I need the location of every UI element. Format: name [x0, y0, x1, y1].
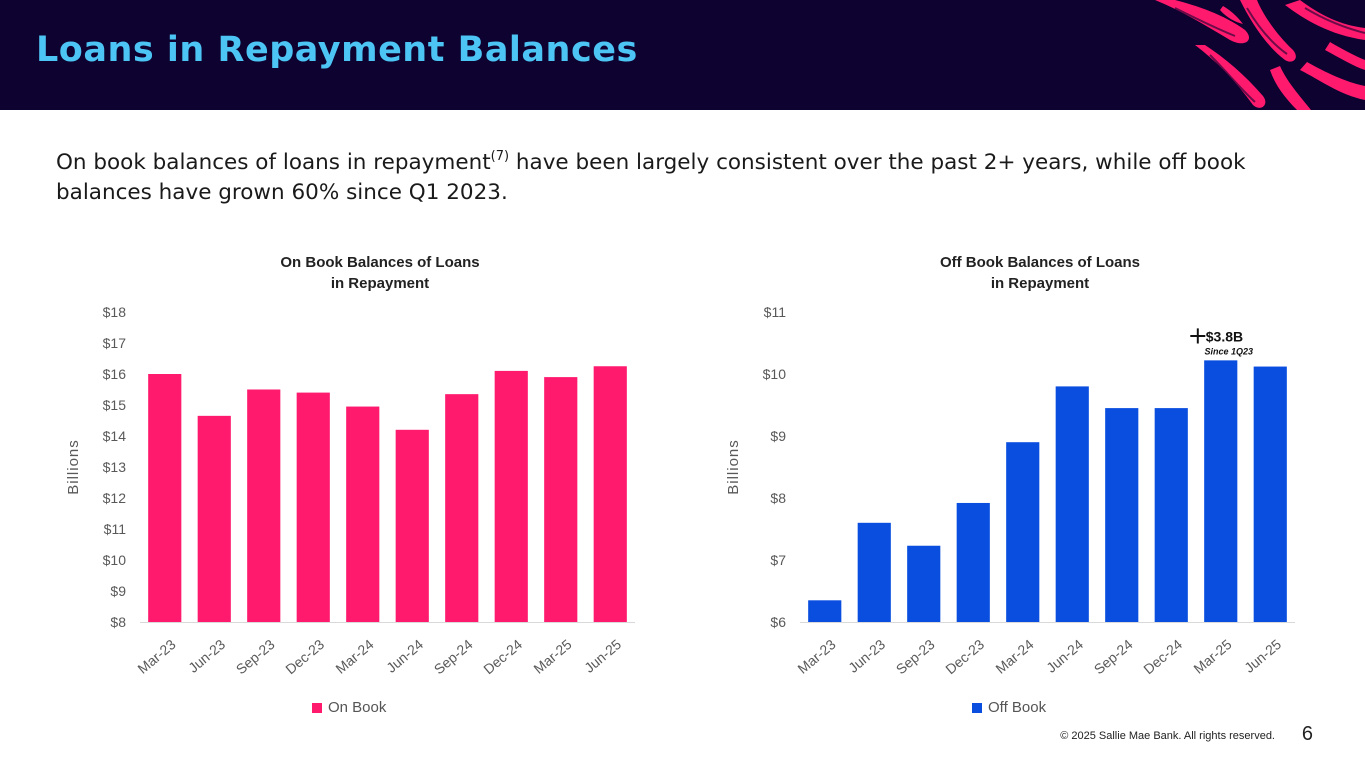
- bar-mar-24: [1006, 442, 1040, 622]
- chart-title-line1: On Book Balances of Loans: [280, 254, 480, 271]
- y-axis-label: Billions: [65, 439, 82, 495]
- plus-icon: +: [1188, 321, 1208, 349]
- y-tick-label: $6: [770, 614, 786, 630]
- bar-mar-24: [346, 406, 380, 622]
- bar-sep-23: [247, 389, 281, 622]
- x-tick-label: Mar-23: [134, 636, 178, 677]
- growth-annotation-subtext: Since 1Q23: [1204, 346, 1253, 356]
- x-tick-label: Dec-24: [480, 636, 525, 677]
- y-tick-label: $9: [770, 428, 786, 444]
- off-book-plot: $6 $7 $8 $9 $10 $11 Billions Mar-23 Jun-23 Sep-23…: [725, 304, 1295, 677]
- off-book-chart: Off Book Balances of Loans in Repayment …: [720, 250, 1360, 730]
- legend-label: On Book: [328, 699, 387, 716]
- y-tick-label: $15: [103, 397, 127, 413]
- x-tick-label: Dec-23: [282, 636, 327, 677]
- y-tick-label: $8: [110, 614, 126, 630]
- brand-decoration: [1155, 0, 1365, 110]
- page-title: Loans in Repayment Balances: [36, 30, 638, 70]
- x-tick-label: Jun-24: [383, 636, 426, 676]
- bar-mar-25: [1204, 360, 1238, 622]
- x-tick-label: Mar-24: [992, 636, 1036, 677]
- bar-mar-23: [808, 600, 842, 622]
- y-tick-label: $8: [770, 490, 786, 506]
- y-axis-label: Billions: [725, 439, 742, 495]
- chart-title-line1: Off Book Balances of Loans: [939, 254, 1141, 271]
- x-tick-label: Sep-24: [1091, 636, 1136, 677]
- on-book-chart: On Book Balances of Loans in Repayment $…: [60, 250, 700, 730]
- x-tick-label: Jun-23: [185, 636, 228, 676]
- x-tick-label: Sep-23: [233, 636, 278, 677]
- bar-jun-23: [197, 415, 231, 622]
- x-tick-label: Jun-23: [845, 636, 888, 676]
- x-tick-label: Jun-24: [1043, 636, 1086, 676]
- bar-sep-24: [1105, 408, 1139, 622]
- off-book-legend: Off Book: [972, 699, 1046, 716]
- header-banner: Loans in Repayment Balances: [0, 0, 1365, 110]
- x-tick-label: Dec-24: [1140, 636, 1185, 677]
- summary-text: On book balances of loans in repayment(7…: [56, 148, 1256, 208]
- bar-dec-23: [296, 392, 330, 622]
- bar-sep-24: [445, 394, 479, 622]
- y-tick-label: $12: [103, 490, 127, 506]
- y-tick-label: $14: [103, 428, 127, 444]
- bar-jun-24: [395, 429, 429, 622]
- bar-jun-23: [857, 522, 891, 622]
- x-tick-label: Mar-24: [332, 636, 376, 677]
- page-number: 6: [1301, 723, 1313, 745]
- legend-swatch: [312, 702, 322, 713]
- summary-text-part1: On book balances of loans in repayment: [56, 150, 491, 175]
- x-tick-label: Dec-23: [942, 636, 987, 677]
- x-tick-label: Mar-23: [794, 636, 838, 677]
- y-tick-label: $18: [103, 304, 127, 320]
- y-tick-label: $17: [103, 335, 127, 351]
- y-tick-label: $11: [104, 521, 127, 537]
- x-tick-label: Jun-25: [1241, 636, 1284, 676]
- copyright-notice: © 2025 Sallie Mae Bank. All rights reser…: [1060, 730, 1275, 742]
- chart-title: On Book Balances of Loans in Repayment: [60, 252, 700, 294]
- bar-mar-23: [148, 374, 182, 622]
- y-tick-label: $7: [770, 552, 786, 568]
- x-tick-label: Jun-25: [581, 636, 624, 676]
- bar-jun-25: [1253, 366, 1287, 622]
- y-tick-label: $9: [110, 583, 126, 599]
- bar-jun-25: [593, 366, 627, 622]
- on-book-legend: On Book: [312, 699, 386, 716]
- y-tick-label: $13: [103, 459, 127, 475]
- legend-label: Off Book: [988, 699, 1047, 716]
- chart-title-line2: in Repayment: [330, 275, 430, 292]
- y-tick-label: $16: [103, 366, 127, 382]
- bar-mar-25: [544, 377, 578, 622]
- bar-jun-24: [1055, 386, 1089, 622]
- x-tick-label: Mar-25: [1190, 636, 1234, 677]
- y-tick-label: $10: [763, 366, 787, 382]
- summary-text-part2: have been largely consistent over the pa…: [56, 150, 1246, 205]
- chart-title-line2: in Repayment: [990, 275, 1090, 292]
- x-tick-label: Mar-25: [530, 636, 574, 677]
- bar-sep-23: [907, 545, 941, 622]
- bar-dec-24: [494, 370, 528, 622]
- x-tick-label: Sep-23: [893, 636, 938, 677]
- growth-annotation: $3.8B: [1206, 328, 1243, 344]
- bar-dec-24: [1154, 408, 1188, 622]
- on-book-plot: $8 $9 $10 $11 $12 $13 $14 $15 $16 $17 $18 Billions M…: [65, 304, 635, 677]
- x-tick-label: Sep-24: [431, 636, 476, 677]
- chart-title: Off Book Balances of Loans in Repayment: [720, 252, 1360, 294]
- footnote-ref: (7): [490, 149, 510, 164]
- bar-dec-23: [956, 502, 990, 622]
- y-tick-label: $11: [764, 304, 787, 320]
- legend-swatch: [972, 702, 982, 713]
- y-tick-label: $10: [103, 552, 127, 568]
